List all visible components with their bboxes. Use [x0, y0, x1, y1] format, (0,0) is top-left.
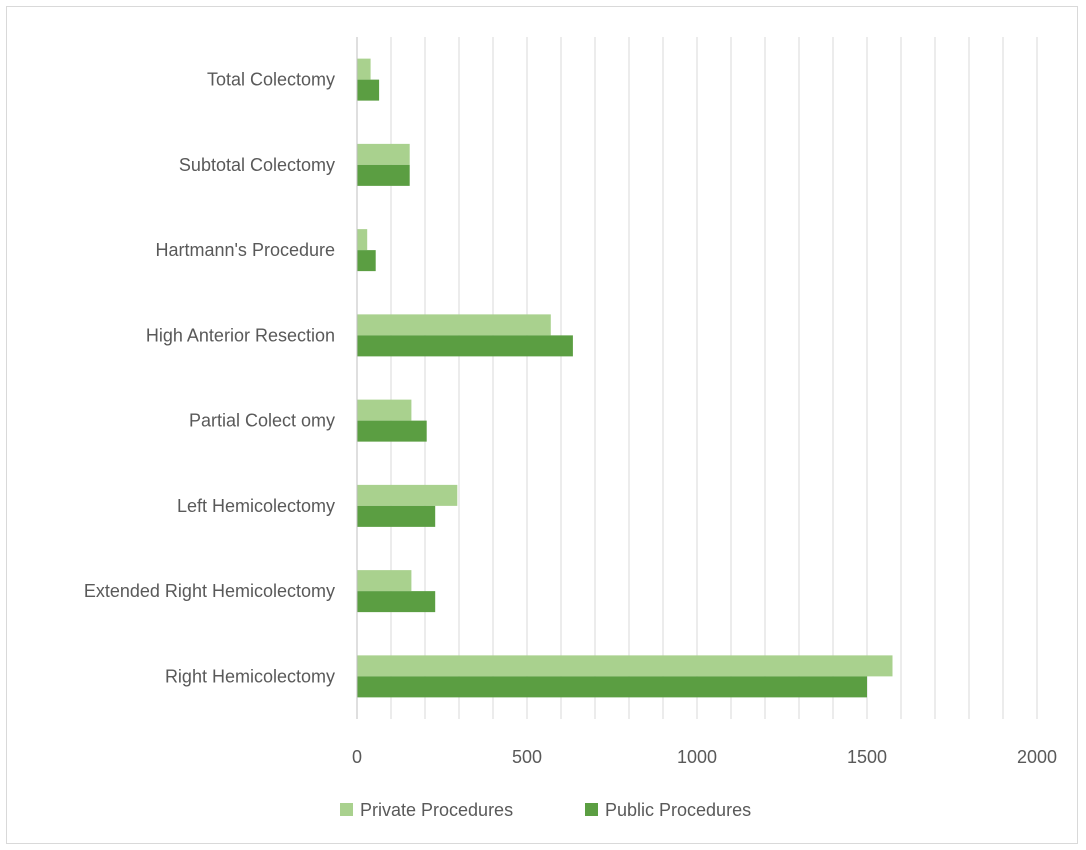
category-label: Subtotal Colectomy — [179, 155, 335, 175]
bar-private — [357, 143, 410, 165]
x-tick-label: 0 — [352, 747, 362, 767]
bar-chart: Total Colectomy Subtotal Colectomy Hartman… — [84, 37, 1057, 820]
category-label: Partial Colect omy — [189, 411, 335, 431]
bar-public — [357, 591, 436, 613]
legend-label: Public Procedures — [605, 800, 751, 820]
legend: Private Procedures Public Procedures — [340, 800, 751, 820]
category-label: Hartmann's Procedure — [155, 240, 335, 260]
x-tick-label: 1000 — [677, 747, 717, 767]
category-label: Total Colectomy — [207, 70, 335, 90]
gridlines — [390, 37, 1038, 719]
x-tick-label: 500 — [512, 747, 542, 767]
bar-public — [357, 505, 436, 527]
legend-swatch — [340, 803, 353, 816]
bar-public — [357, 335, 573, 357]
category-label: Extended Right Hemicolectomy — [84, 581, 335, 601]
bars — [357, 58, 893, 698]
bar-public — [357, 676, 867, 698]
x-tick-label: 2000 — [1017, 747, 1057, 767]
bar-private — [357, 229, 368, 251]
x-tick-label: 1500 — [847, 747, 887, 767]
bar-public — [357, 420, 427, 442]
chart-frame: Total Colectomy Subtotal Colectomy Hartman… — [6, 6, 1078, 844]
legend-swatch — [585, 803, 598, 816]
bar-private — [357, 314, 551, 336]
bar-private — [357, 58, 371, 80]
category-label: Right Hemicolectomy — [165, 666, 335, 686]
category-label: High Anterior Resection — [146, 325, 335, 345]
category-labels: Total Colectomy Subtotal Colectomy Hartman… — [84, 70, 335, 687]
legend-label: Private Procedures — [360, 800, 513, 820]
bar-public — [357, 250, 376, 272]
bar-private — [357, 484, 458, 506]
bar-public — [357, 164, 410, 186]
bar-private — [357, 399, 412, 421]
bar-private — [357, 655, 893, 677]
category-label: Left Hemicolectomy — [177, 496, 335, 516]
bar-private — [357, 570, 412, 592]
tick-labels: 0 500 1000 1500 2000 — [352, 747, 1057, 767]
bar-public — [357, 79, 380, 101]
